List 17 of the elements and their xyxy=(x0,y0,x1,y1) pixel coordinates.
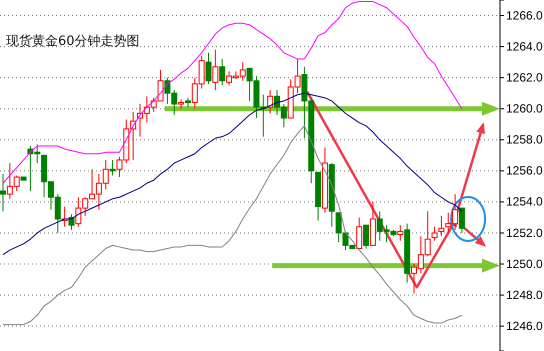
candlestick xyxy=(0,173,6,212)
y-tick-label: 1252.0 xyxy=(506,226,544,240)
y-tick-label: 1262.0 xyxy=(506,70,544,84)
y-tick-label: 1254.0 xyxy=(506,194,544,209)
y-tick-label: 1266.0 xyxy=(506,8,544,22)
candlestick xyxy=(322,147,328,214)
y-tick-label: 1256.0 xyxy=(506,164,544,178)
candlestick xyxy=(404,223,410,284)
y-tick-label: 1250.0 xyxy=(506,256,544,271)
y-tick-label: 1260.0 xyxy=(506,102,544,116)
y-tick-label: 1248.0 xyxy=(506,288,544,302)
y-tick-label: 1264.0 xyxy=(506,39,544,54)
y-tick-label: 1246.0 xyxy=(506,318,544,333)
y-tick-label: 1258.0 xyxy=(506,132,544,147)
line-series xyxy=(2,1,462,184)
text: 现货黄金60分钟走势图 xyxy=(6,34,140,49)
candlestick xyxy=(212,49,218,91)
